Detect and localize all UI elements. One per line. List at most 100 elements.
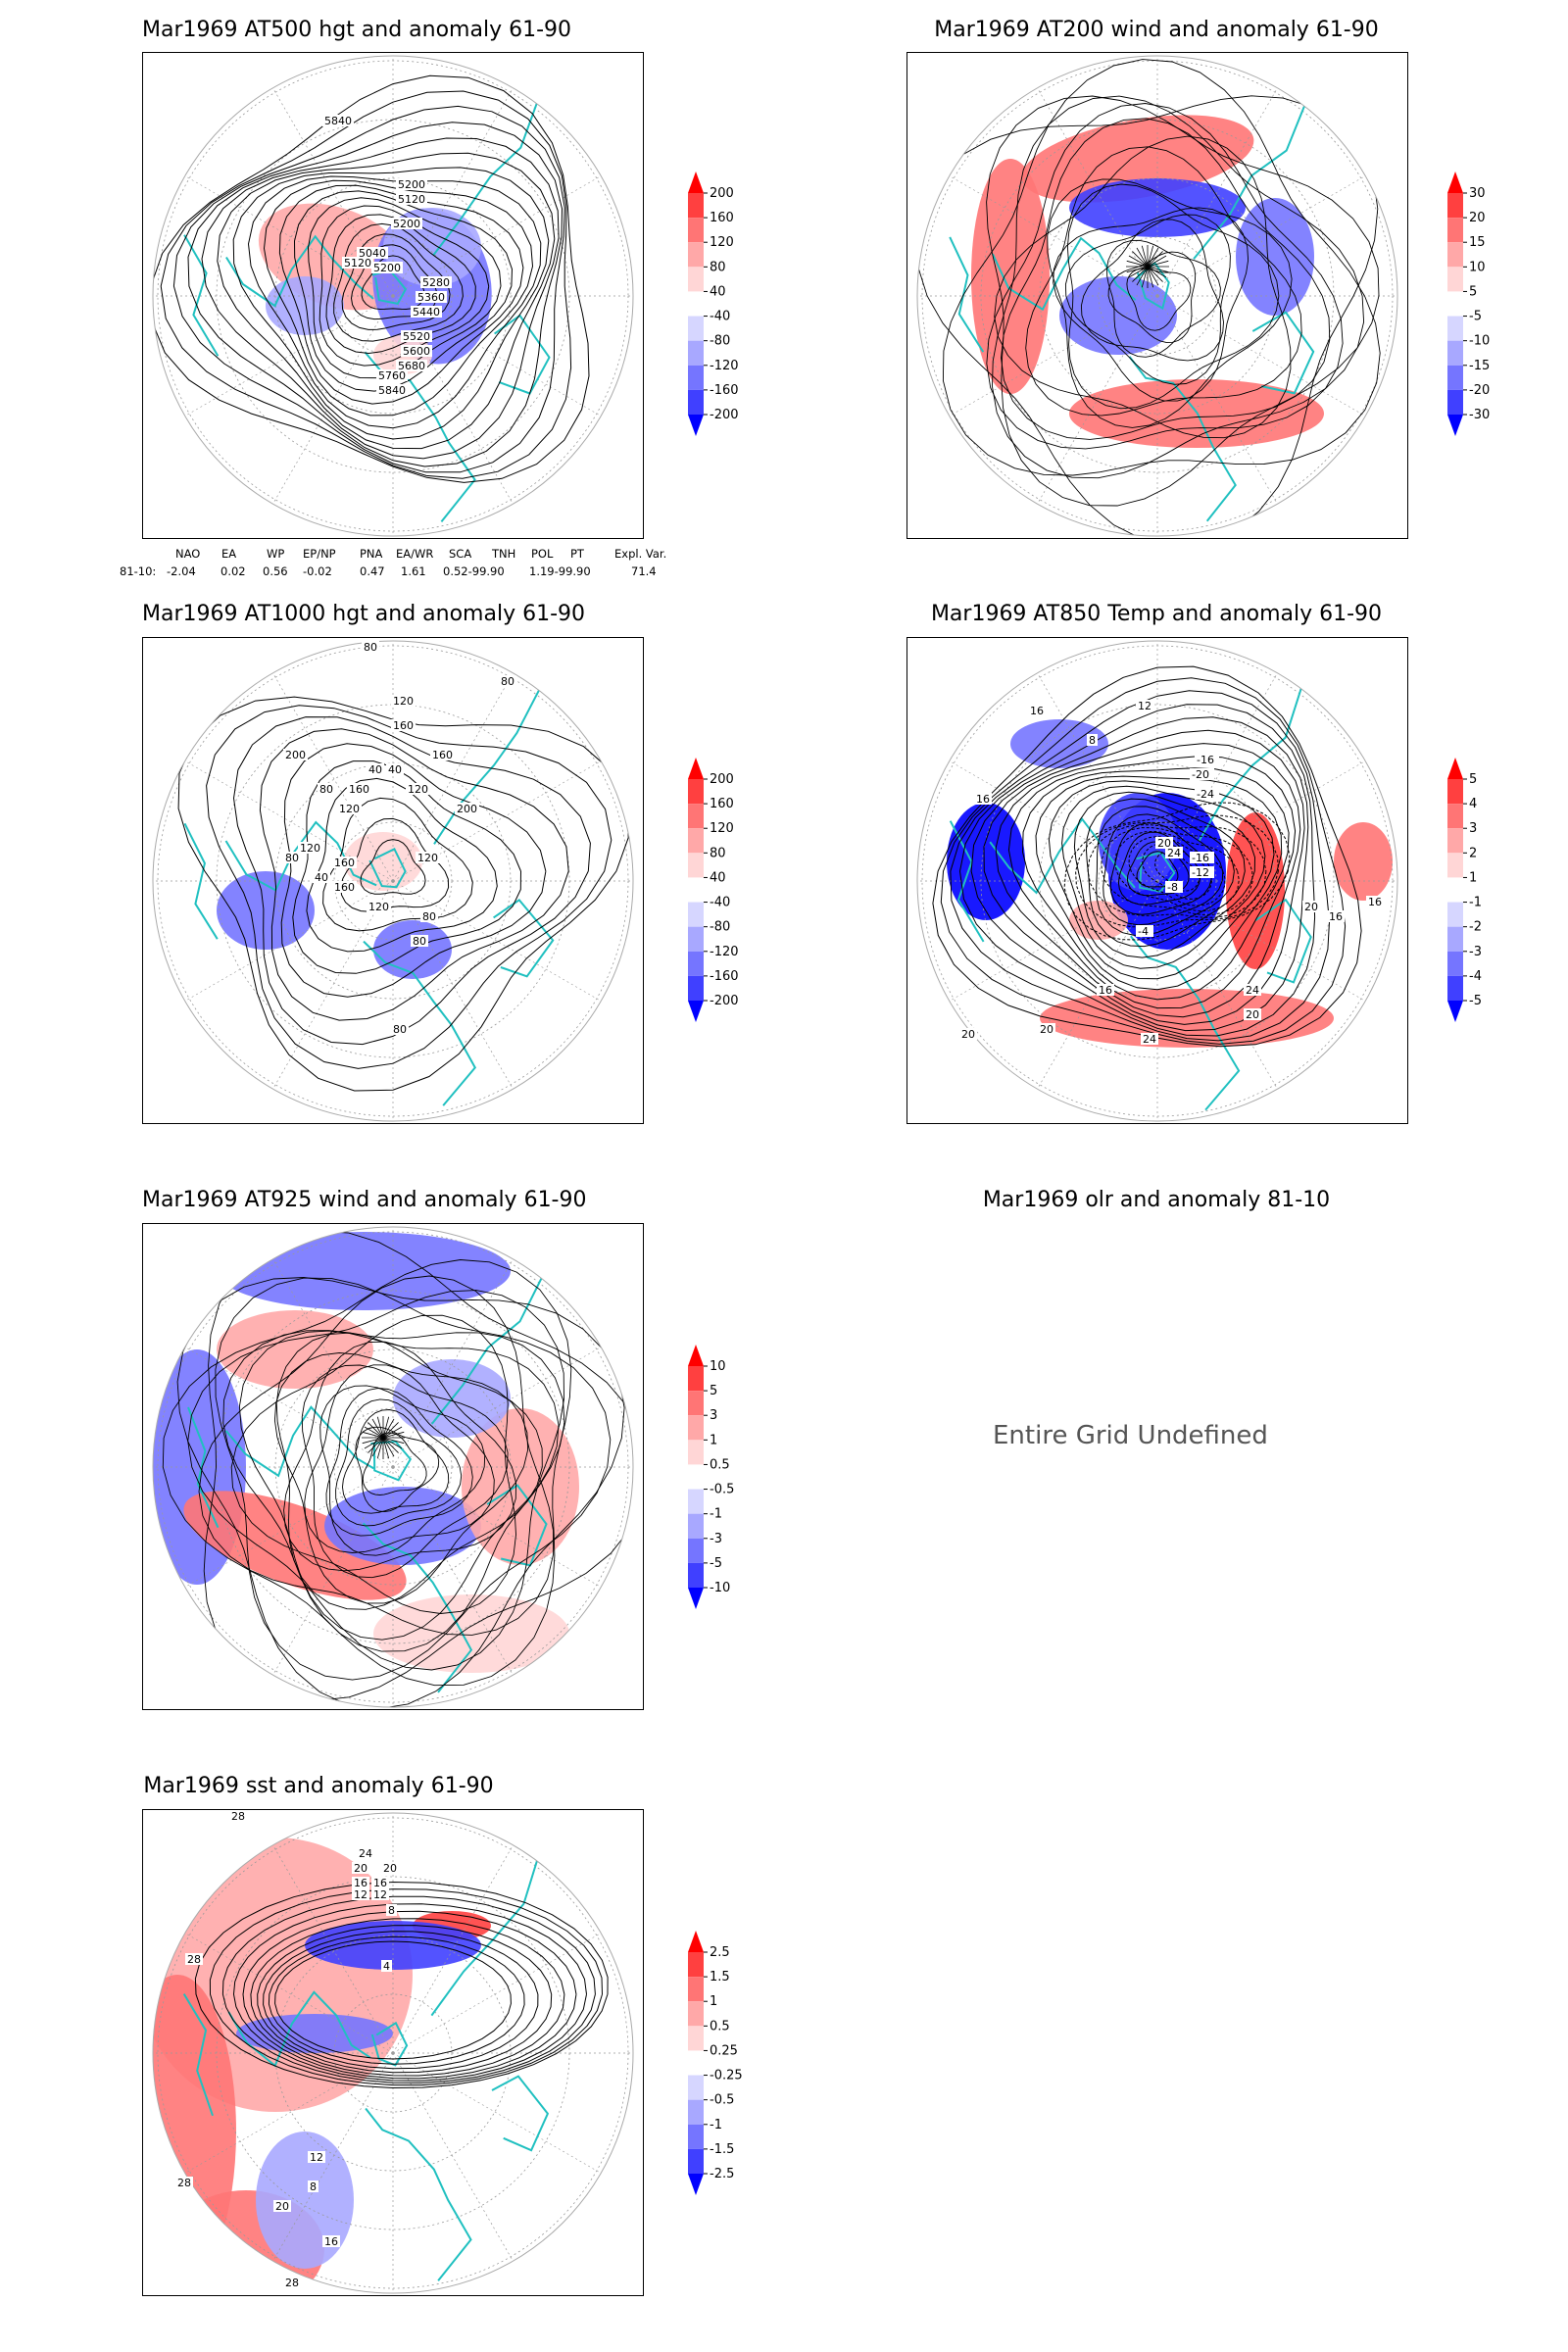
sst-colorbar-segment <box>688 2124 704 2149</box>
at500-contour-label-bg <box>396 178 427 190</box>
at200-colorbar-segment <box>1447 193 1463 219</box>
at1000-colorbar-segment <box>688 877 704 903</box>
at925-colorbar-label: -1 <box>710 1507 722 1522</box>
at850-contour-line <box>958 704 1316 1037</box>
at500-colorbar-segment <box>688 340 704 366</box>
at925-streamline <box>371 1418 384 1439</box>
sst-colorbar-label: -0.5 <box>710 2093 734 2108</box>
at925-coastline <box>430 1273 545 1425</box>
at850-contour-label: 20 <box>1040 1023 1054 1036</box>
at200-anomaly-region <box>1059 276 1177 355</box>
at500-contour-label: 5760 <box>378 369 406 382</box>
at850-contour-label-bg <box>1190 852 1214 863</box>
at200-colorbar-bottom-arrow <box>1447 415 1463 436</box>
sst-contour-label-bg <box>352 1862 369 1874</box>
at1000-contour-label: 120 <box>300 842 320 855</box>
sst-colorbar-top-arrow <box>688 1931 704 1952</box>
colorbar-at925: 10 5 3 1 0.5 -0.5 -1 -3 -5 -10 <box>688 1345 766 1623</box>
sst-colorbar-label: 1 <box>710 1994 717 2009</box>
colorbar-at850: 5 4 3 2 1 -1 -2 -3 -4 -5 <box>1447 758 1526 1036</box>
at925-meridian <box>392 1347 602 1468</box>
at925-streamline <box>382 1437 395 1457</box>
at925-streamline <box>355 1426 440 1513</box>
at850-contour-label: 20 <box>1157 837 1171 850</box>
sst-colorbar-segment <box>688 2050 704 2076</box>
at500-contour-line <box>153 74 590 483</box>
at200-streamline <box>1147 245 1154 268</box>
sst-anomaly-region <box>256 2132 354 2269</box>
sst-contour-line <box>194 1881 609 2089</box>
at200-streamline <box>1132 266 1149 282</box>
at500-contour-label: 5840 <box>324 115 352 127</box>
colorbar-at1000: 200 160 120 80 40 -40 -80 -120 -160 -200 <box>688 758 766 1036</box>
at925-anomaly-region <box>324 1487 481 1565</box>
at1000-contour-label-bg <box>332 857 357 868</box>
at850-contour-label-bg <box>1302 901 1320 912</box>
at1000-coastline <box>493 898 555 978</box>
at1000-contour-label-bg <box>362 641 379 653</box>
at200-streamline <box>1126 260 1149 268</box>
at500-contour-label-bg <box>342 257 373 269</box>
tele-header-nao: NAO <box>175 547 201 561</box>
sst-coastline <box>182 1993 214 2117</box>
at200-streamline <box>992 95 1365 479</box>
at925-meridian <box>272 1258 394 1468</box>
sst-contour-label-bg <box>371 1888 389 1900</box>
at500-coastline <box>432 101 539 256</box>
at500-contour-line <box>263 179 534 416</box>
panel-title-at200: Mar1969 AT200 wind and anomaly 61-90 <box>934 18 1379 42</box>
at850-contour-label: 20 <box>1304 901 1318 913</box>
at200-streamline <box>1147 266 1167 278</box>
sst-contour-label: 16 <box>324 2235 338 2248</box>
at1000-contour-label: 160 <box>393 719 414 732</box>
at500-contour-label: 5200 <box>398 178 425 191</box>
at1000-contour-label-bg <box>347 783 371 795</box>
at500-contour-label: 5840 <box>378 384 406 397</box>
at200-streamline <box>1147 266 1154 288</box>
at500-contour-label: 5120 <box>344 257 371 270</box>
sst-contour-label-bg <box>229 1810 247 1822</box>
at200-anomaly-region <box>971 159 1050 394</box>
sst-meridian <box>392 2052 514 2262</box>
at200-colorbar-label: 20 <box>1469 211 1486 225</box>
at200-colorbar-segment <box>1447 365 1463 390</box>
sst-colorbar-segment <box>688 2099 704 2125</box>
at1000-meridian <box>392 880 602 1002</box>
at850-colorbar-segment <box>1447 804 1463 829</box>
at850-contour-label: 16 <box>1030 705 1044 717</box>
at925-colorbar-segment <box>688 1538 704 1563</box>
at1000-colorbar-label: -120 <box>710 945 739 959</box>
at925-coastline <box>187 1406 220 1529</box>
at925-streamline <box>362 1437 384 1445</box>
at500-colorbar-label: -200 <box>710 408 739 422</box>
at850-colorbar-top-arrow <box>1447 758 1463 779</box>
at500-contour-line <box>278 184 524 405</box>
at925-streamline <box>382 1437 403 1449</box>
at1000-contour-label: 80 <box>413 935 426 948</box>
at850-anomaly-region <box>1069 901 1128 940</box>
at925-streamline <box>176 1277 625 1707</box>
sst-contour-label-bg <box>386 1904 397 1916</box>
at200-colorbar-label: -15 <box>1469 359 1490 373</box>
at925-streamline <box>382 1437 399 1453</box>
at200-streamline <box>994 135 1292 439</box>
at925-meridian <box>184 1347 394 1468</box>
at925-meridian <box>184 1466 394 1588</box>
sst-contour-label: 12 <box>354 1888 368 1901</box>
at500-colorbar-label: -120 <box>710 359 739 373</box>
at500-contour-label-bg <box>391 218 422 229</box>
at925-streamline <box>371 1437 384 1457</box>
at850-contour-label-bg <box>1165 847 1183 858</box>
at850-colorbar-bottom-arrow <box>1447 1001 1463 1022</box>
sst-contour-line <box>274 1940 512 2060</box>
at850-contour-line <box>940 677 1347 1045</box>
at200-streamline <box>917 95 1379 536</box>
sst-contour-line <box>221 1895 596 2083</box>
sst-colorbar-segment <box>688 1977 704 2002</box>
at850-contour-label-bg <box>1087 734 1098 746</box>
sst-meridian <box>392 2052 602 2174</box>
tele-value-epnp: -0.02 <box>303 564 332 578</box>
at925-anomaly-region <box>462 1408 579 1565</box>
at850-coastline <box>949 820 985 943</box>
at500-contour-label-bg <box>322 115 354 126</box>
